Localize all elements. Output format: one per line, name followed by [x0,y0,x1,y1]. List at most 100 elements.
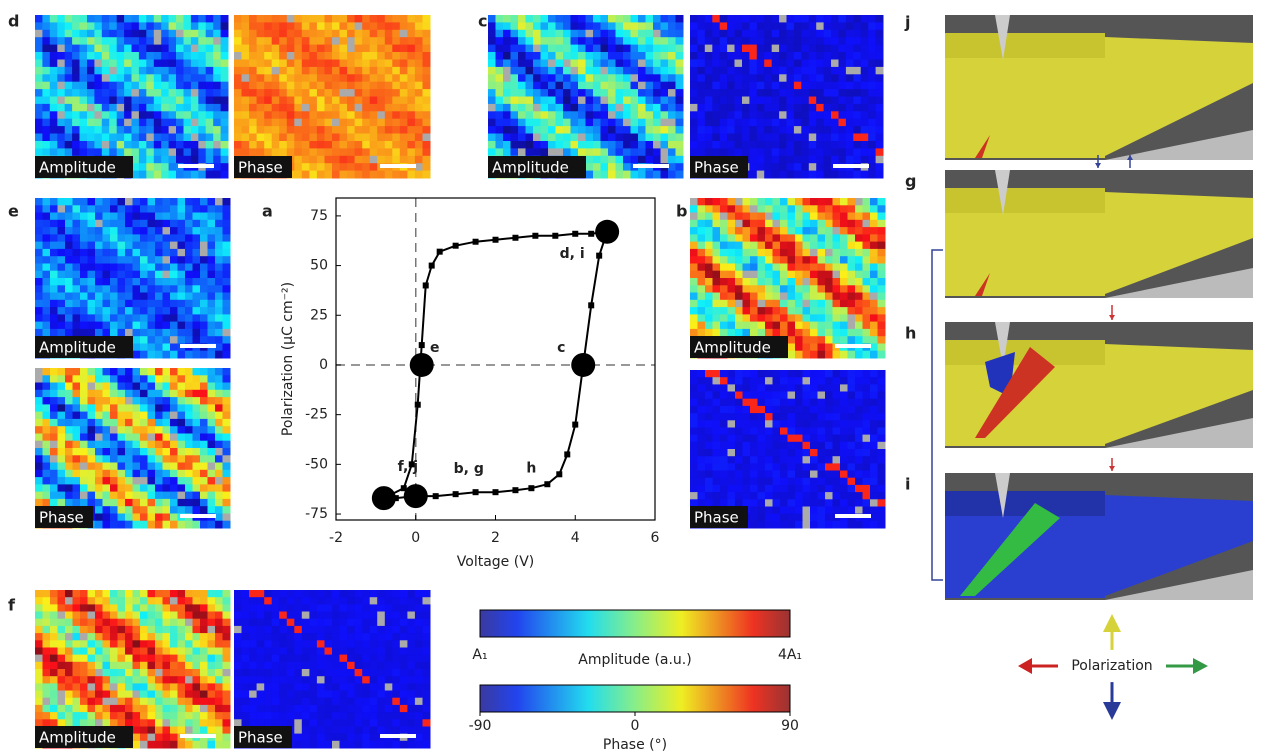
map-pixel [705,434,713,443]
map-pixel [608,89,616,97]
map-pixel [810,227,818,235]
map-pixel [72,604,81,613]
map-pixel [720,398,728,407]
map-pixel [117,690,126,699]
map-pixel [286,15,295,23]
map-pixel [780,234,788,243]
map-pixel [95,640,103,648]
map-pixel [697,384,706,393]
map-pixel [675,111,684,120]
map-pixel [735,278,743,286]
map-pixel [555,29,564,38]
map-pixel [316,141,325,149]
map-pixel [95,292,103,301]
map-pixel [200,669,208,677]
map-pixel [847,350,856,359]
map-pixel [727,434,736,443]
map-pixel [79,37,88,46]
map-pixel [102,270,111,279]
map-pixel [414,22,423,31]
map-pixel [185,350,193,359]
map-pixel [177,234,186,243]
map-pixel [95,328,103,337]
map-pixel [162,227,171,235]
map-pixel [608,81,616,90]
map-pixel [600,170,609,179]
map-pixel [102,299,111,308]
map-pixel [72,52,80,60]
map-pixel [65,375,73,384]
map-pixel [161,133,170,142]
map-pixel [102,506,111,514]
map-pixel [198,22,207,31]
map-pixel [855,520,863,529]
map-pixel [57,404,66,413]
map-pixel [222,676,231,684]
map-pixel [140,625,148,634]
map-pixel [810,434,818,443]
map-pixel [125,625,133,634]
map-pixel [608,148,616,157]
map-pixel [377,118,386,127]
map-pixel [110,426,118,434]
map-pixel [249,44,258,53]
map-pixel [155,397,163,405]
map-pixel [817,241,826,250]
map-pixel [279,22,288,31]
map-pixel [720,477,728,486]
map-pixel [832,256,841,264]
map-pixel [570,74,579,83]
map-pixel [80,440,88,449]
map-pixel [840,270,848,279]
map-pixel [109,22,118,31]
map-pixel [35,292,43,301]
map-pixel [132,336,141,344]
map-pixel [42,469,51,478]
map-pixel [215,212,223,221]
map-pixel [548,81,556,90]
map-pixel [362,59,371,68]
map-pixel [675,170,684,179]
map-pixel [50,382,58,391]
map-pixel [855,336,863,344]
map-pixel [422,89,431,97]
map-pixel [817,456,826,464]
map-label-box [690,156,748,178]
map-pixel [816,66,825,75]
map-pixel [540,96,549,105]
map-pixel [42,477,51,485]
map-pixel [847,321,856,330]
map-pixel [80,640,88,648]
map-pixel [161,74,170,83]
map-pixel [780,256,788,264]
map-pixel [72,433,81,442]
map-pixel [832,420,841,428]
map-pixel [780,398,788,407]
map-pixel [847,391,856,400]
map-pixel [110,484,118,493]
map-pixel [205,89,214,97]
map-pixel [354,29,363,38]
map-pixel [170,690,178,699]
map-pixel [102,433,111,442]
map-pixel [35,37,43,46]
map-pixel [875,111,884,120]
map-pixel [65,491,73,500]
map-pixel [185,618,193,627]
map-pixel [35,89,43,97]
map-pixel [138,37,147,46]
map-pixel [35,604,43,613]
map-pixel [35,647,43,656]
map-pixel [578,81,586,90]
map-pixel [162,448,171,456]
map-pixel [525,141,534,149]
map-pixel [190,59,199,68]
map-pixel [192,234,201,243]
map-pixel [200,633,208,641]
map-pixel [765,205,773,214]
map-pixel [155,219,163,228]
map-pixel [802,285,811,294]
map-pixel [638,59,646,68]
map-pixel [215,343,223,352]
map-pixel [750,463,758,472]
